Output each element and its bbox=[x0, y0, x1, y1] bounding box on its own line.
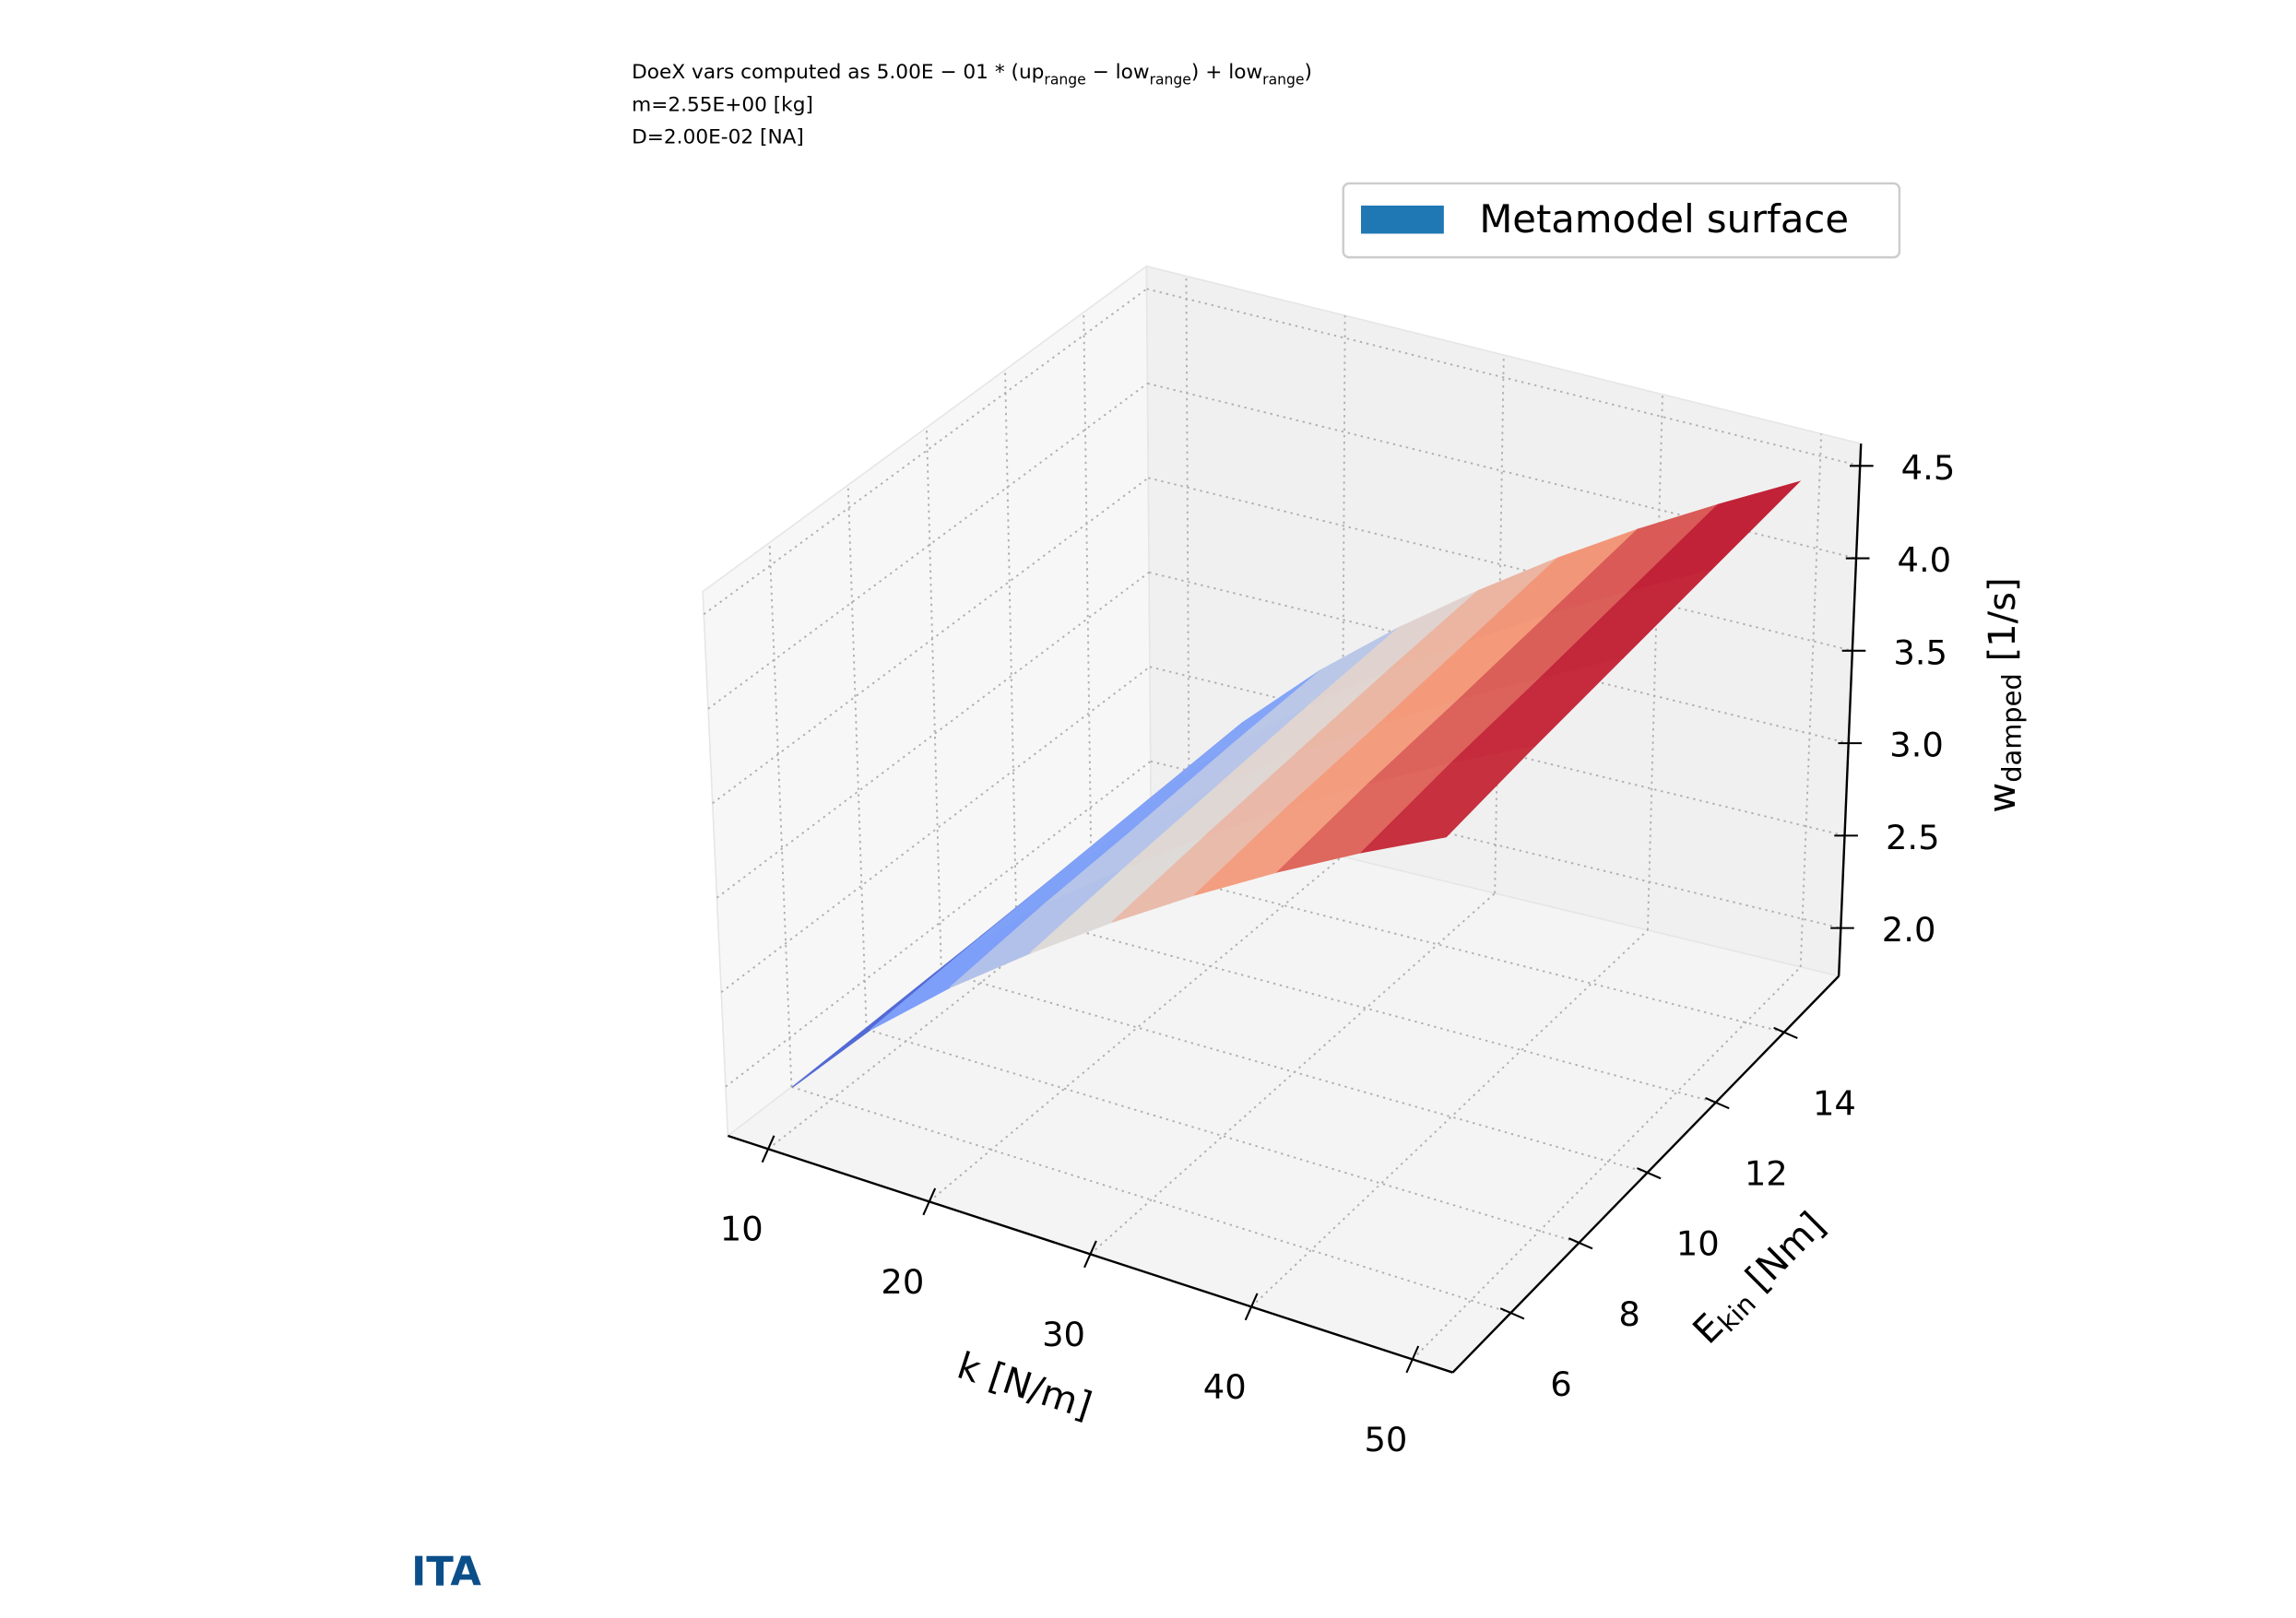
x-axis-label-part: k [N/m] bbox=[953, 1345, 1097, 1428]
grid-line bbox=[1412, 966, 1802, 1361]
x-tick bbox=[1083, 1240, 1097, 1269]
grid-line bbox=[1646, 394, 1663, 930]
y-axis-label-part: [Nm] bbox=[1730, 1204, 1833, 1307]
y-tick bbox=[1773, 1026, 1798, 1040]
grid-line bbox=[703, 288, 1148, 616]
grid-line bbox=[941, 971, 1648, 1174]
grid-line bbox=[925, 427, 942, 973]
legend-swatch bbox=[1361, 205, 1444, 234]
annotation-part: − low bbox=[1086, 61, 1150, 84]
x-tick-label: 30 bbox=[1042, 1315, 1085, 1354]
annotation: D=2.00E-02 [NA] bbox=[632, 126, 804, 149]
grid-line bbox=[1185, 276, 1190, 821]
grid-line bbox=[1250, 929, 1649, 1308]
annotation: m=2.55E+00 [kg] bbox=[632, 93, 813, 116]
grid-line bbox=[1015, 913, 1717, 1104]
x-tick-label: 20 bbox=[881, 1262, 924, 1302]
y-tick-label: 14 bbox=[1813, 1083, 1856, 1123]
y-tick-label: 8 bbox=[1618, 1294, 1639, 1334]
legend-box bbox=[1342, 182, 1901, 259]
grid-line bbox=[767, 819, 1190, 1151]
grid-line bbox=[1083, 312, 1093, 857]
grid-line bbox=[1147, 382, 1857, 560]
footer-logo: ITA bbox=[411, 1550, 481, 1596]
grid-line bbox=[725, 761, 1152, 1088]
y-tick bbox=[1568, 1237, 1593, 1250]
annotation-part: range bbox=[1150, 71, 1191, 88]
z-axis-label: wdamped [1/s] bbox=[1982, 577, 2027, 812]
z-axis-label-part: [1/s] bbox=[1982, 577, 2024, 673]
z-tick-label: 2.5 bbox=[1886, 818, 1940, 857]
z-tick-label: 2.0 bbox=[1882, 910, 1936, 950]
x-tick-label: 40 bbox=[1203, 1367, 1247, 1407]
annotation: DoeX vars computed as 5.00E − 01 * (upra… bbox=[632, 61, 1312, 88]
grid-line bbox=[712, 477, 1149, 805]
annotation-part: ) bbox=[1304, 61, 1311, 84]
axis-line bbox=[1451, 974, 1840, 1374]
grid-line bbox=[768, 542, 793, 1087]
x-axis-label: k [N/m] bbox=[953, 1345, 1097, 1428]
annotation-part: range bbox=[1262, 71, 1304, 88]
y-tick bbox=[1705, 1096, 1730, 1110]
grid-line bbox=[1146, 288, 1861, 467]
x-tick bbox=[761, 1135, 775, 1163]
y-tick bbox=[1637, 1167, 1662, 1180]
y-tick bbox=[1499, 1307, 1525, 1320]
grid-line bbox=[1799, 433, 1823, 967]
annotation-part: ) + low bbox=[1191, 61, 1262, 84]
y-tick-label: 6 bbox=[1550, 1364, 1571, 1404]
grid-line bbox=[1004, 370, 1018, 915]
grid-line bbox=[866, 1028, 1580, 1244]
grid-line bbox=[1148, 477, 1853, 652]
legend-label: Metamodel surface bbox=[1479, 196, 1849, 242]
z-tick-label: 4.5 bbox=[1901, 448, 1956, 488]
x-tick-label: 10 bbox=[720, 1210, 763, 1249]
z-tick-label: 4.0 bbox=[1898, 540, 1952, 580]
z-tick-label: 3.0 bbox=[1889, 726, 1944, 765]
x-tick bbox=[922, 1187, 937, 1216]
annotation-part: m=2.55E+00 [kg] bbox=[632, 93, 813, 116]
surface-patch bbox=[1359, 745, 1536, 854]
annotation-part: DoeX vars computed as 5.00E − 01 * (up bbox=[632, 61, 1044, 84]
x-tick bbox=[1405, 1345, 1420, 1374]
annotation-part: range bbox=[1044, 71, 1085, 88]
y-tick-label: 12 bbox=[1745, 1154, 1788, 1194]
y-tick-label: 10 bbox=[1676, 1224, 1720, 1264]
x-tick-label: 50 bbox=[1364, 1420, 1407, 1459]
annotation-part: D=2.00E-02 [NA] bbox=[632, 126, 804, 149]
grid-line bbox=[707, 383, 1149, 710]
z-axis-label-part: w bbox=[1982, 783, 2024, 813]
x-tick bbox=[1244, 1293, 1259, 1321]
z-tick-label: 3.5 bbox=[1893, 632, 1947, 672]
grid-line bbox=[846, 485, 868, 1030]
z-axis-label-part: damped bbox=[1995, 673, 2027, 783]
axis-line bbox=[1837, 443, 1863, 976]
